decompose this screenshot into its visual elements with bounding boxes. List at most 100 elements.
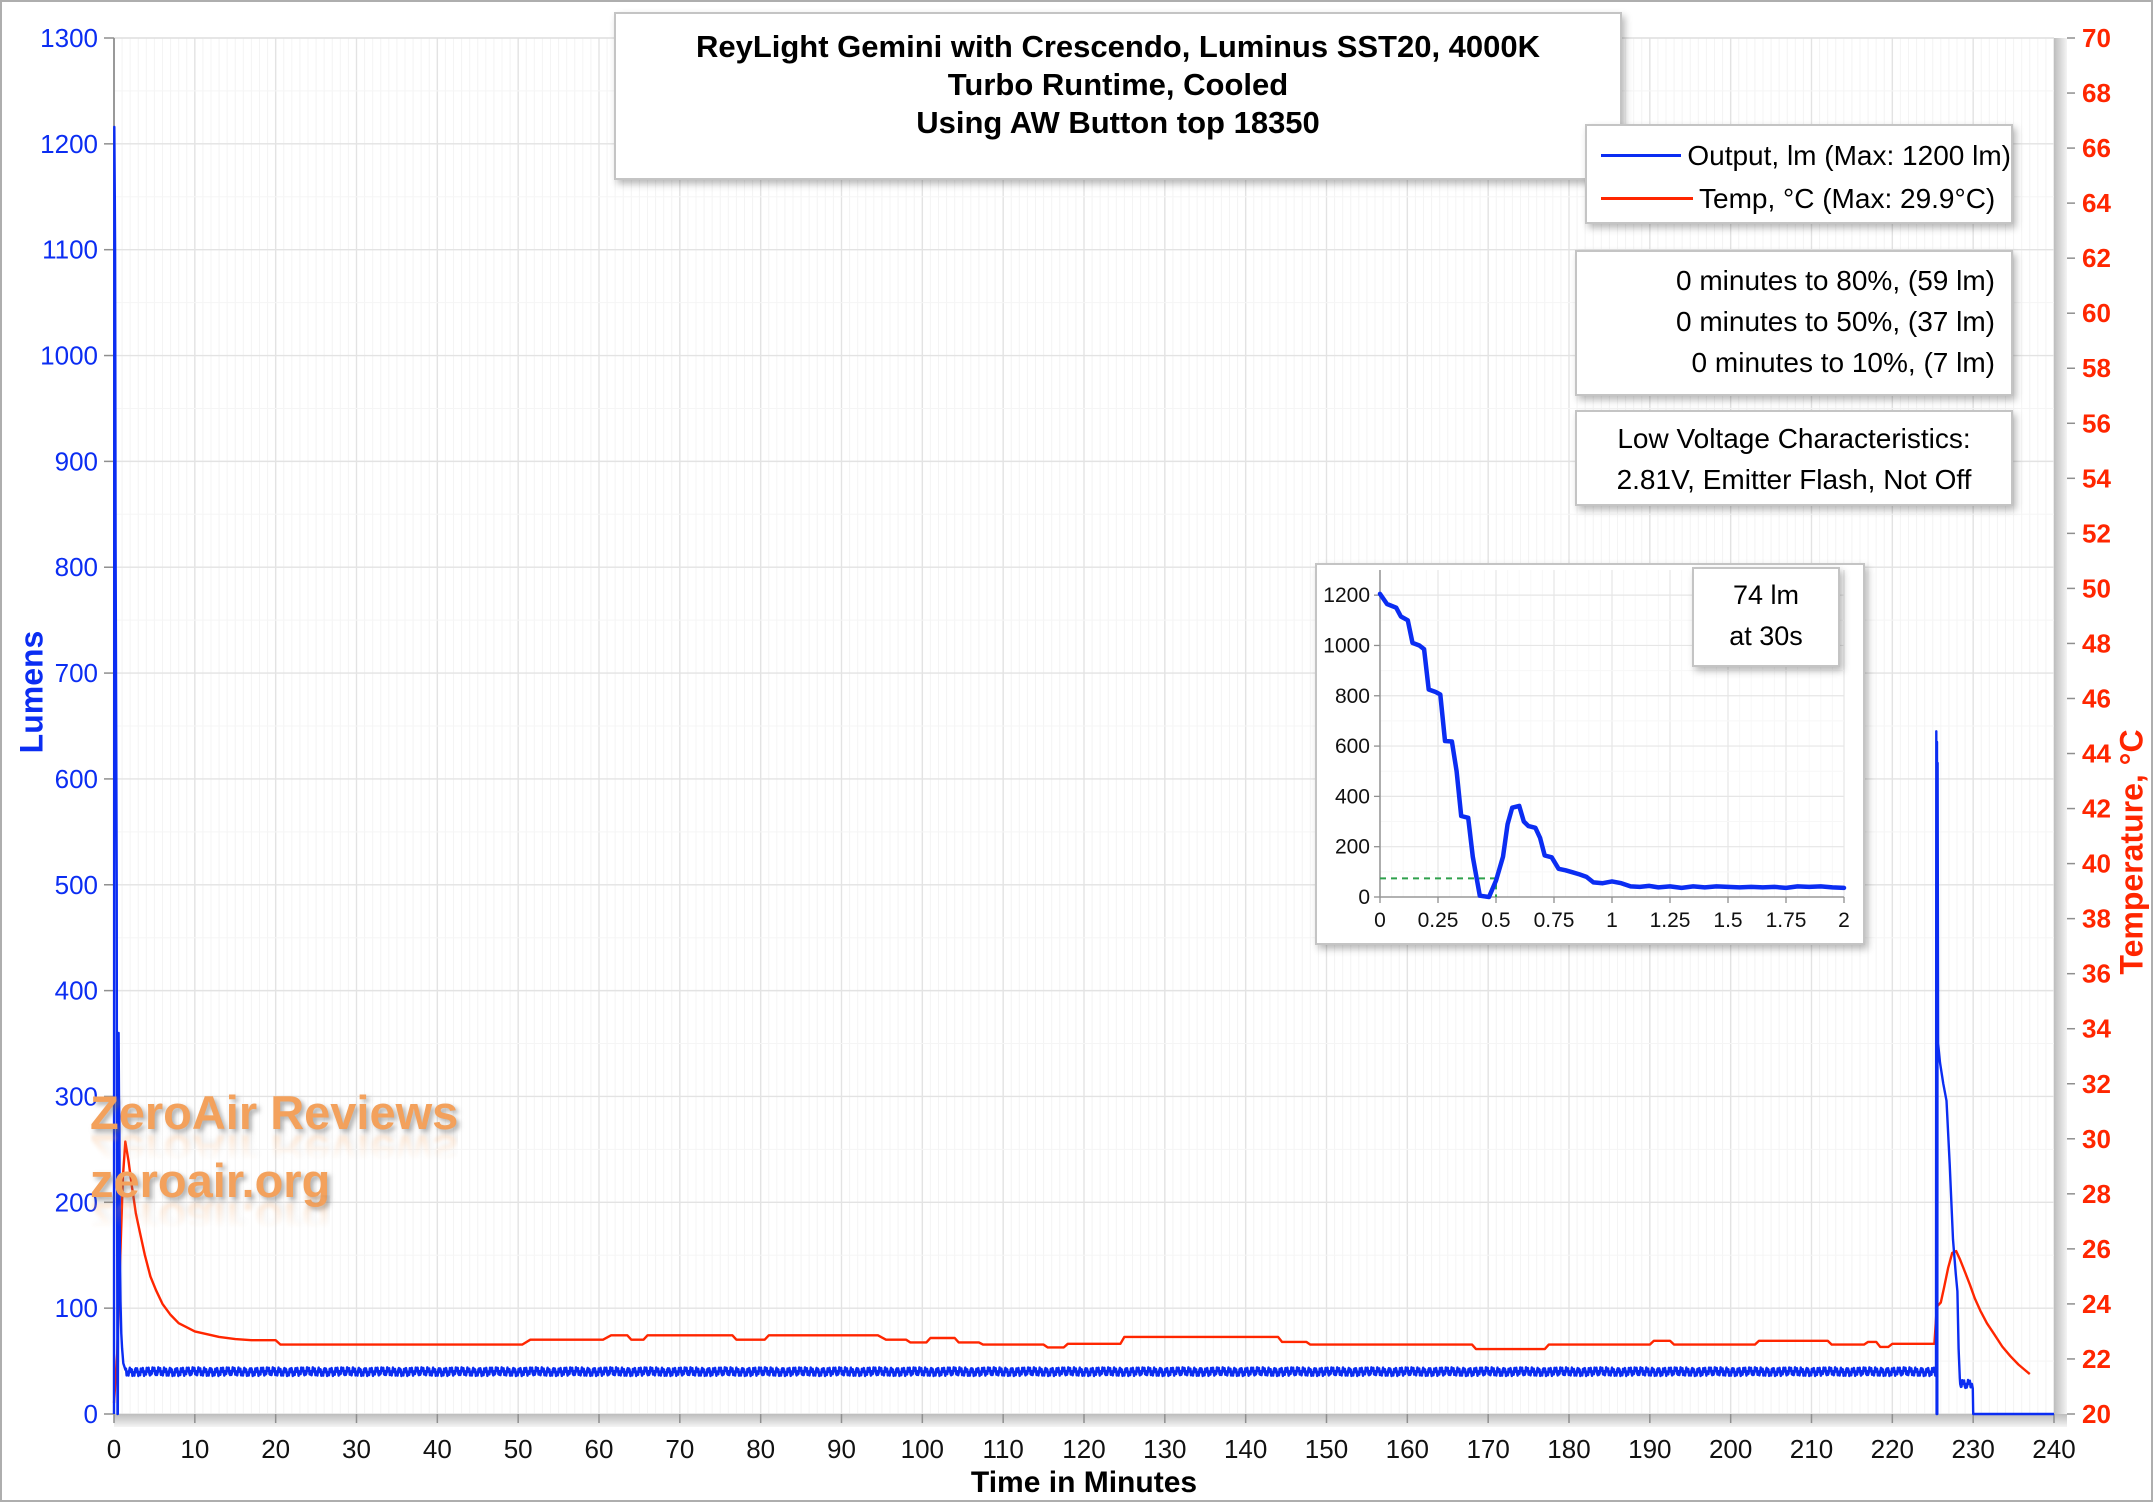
legend-label-output: Output, lm (Max: 1200 lm) <box>1687 139 2011 171</box>
output-line-swatch <box>1601 154 1682 157</box>
legend: Output, lm (Max: 1200 lm) Temp, °C (Max:… <box>1585 124 2013 224</box>
y-right-tick-label: 60 <box>2082 298 2111 328</box>
y-right-tick-label: 64 <box>2082 188 2111 218</box>
y-right-tick-label: 30 <box>2082 1124 2111 1154</box>
annotation-value: 74 lm <box>1732 580 1800 610</box>
temp-series-line <box>112 1140 2031 1404</box>
x-tick-label: 90 <box>827 1434 856 1464</box>
y-right-tick-label: 40 <box>2082 849 2111 879</box>
legend-item-temp: Temp, °C (Max: 29.9°C) <box>1601 177 2011 220</box>
y-right-tick-label: 70 <box>2082 23 2111 53</box>
y-left-tick-label: 500 <box>55 870 98 900</box>
y-left-tick-label: 1000 <box>40 341 98 371</box>
y-right-tick-label: 32 <box>2082 1069 2111 1099</box>
y-left-tick-label: 100 <box>55 1293 98 1323</box>
y-right-tick-label: 48 <box>2082 628 2111 658</box>
x-tick-label: 70 <box>665 1434 694 1464</box>
y-left-tick-label: 1100 <box>42 235 98 265</box>
threshold-80: 0 minutes to 80%, (59 lm) <box>1675 265 1995 296</box>
y-right-tick-label: 28 <box>2082 1179 2111 1209</box>
inset-x-tick-label: 1.25 <box>1650 909 1691 932</box>
chart-title-line-2: Turbo Runtime, Cooled <box>947 67 1289 102</box>
x-tick-label: 100 <box>901 1434 944 1464</box>
y-left-tick-label: 1200 <box>40 129 98 159</box>
x-tick-label: 120 <box>1062 1434 1105 1464</box>
y-left-tick-label: 1300 <box>40 23 98 53</box>
x-tick-label: 60 <box>585 1434 614 1464</box>
inset-x-tick-label: 0 <box>1374 909 1386 932</box>
plot-bottom-edge <box>114 1414 2067 1427</box>
x-tick-label: 110 <box>982 1434 1023 1464</box>
y-right-tick-label: 22 <box>2082 1344 2111 1374</box>
inset-x-tick-label: 1.75 <box>1766 909 1807 932</box>
inset-output-line <box>1377 591 1847 900</box>
inset-y-tick-label: 1200 <box>1323 584 1370 607</box>
legend-label-temp: Temp, °C (Max: 29.9°C) <box>1699 182 1996 214</box>
y-right-tick-label: 34 <box>2082 1014 2111 1044</box>
x-tick-label: 200 <box>1709 1434 1752 1464</box>
x-tick-label: 220 <box>1871 1434 1914 1464</box>
y-right-tick-label: 44 <box>2082 739 2111 769</box>
inset-x-tick-label: 0.5 <box>1481 909 1510 932</box>
annotation-time: at 30s <box>1729 621 1803 651</box>
y-left-tick-label: 800 <box>55 552 98 582</box>
y-right-tick-label: 36 <box>2082 959 2111 989</box>
x-tick-label: 160 <box>1386 1434 1429 1464</box>
x-tick-label: 30 <box>342 1434 371 1464</box>
x-tick-label: 210 <box>1790 1434 1833 1464</box>
x-tick-label: 80 <box>746 1434 775 1464</box>
x-tick-label: 130 <box>1143 1434 1186 1464</box>
y-right-tick-label: 66 <box>2082 133 2111 163</box>
x-tick-label: 0 <box>107 1434 121 1464</box>
x-axis-title: Time in Minutes <box>970 1466 1198 1499</box>
x-tick-label: 10 <box>180 1434 209 1464</box>
inset-x-tick-label: 0.25 <box>1418 909 1459 932</box>
x-tick-label: 40 <box>423 1434 452 1464</box>
inset-x-tick-label: 0.75 <box>1534 909 1575 932</box>
y-right-tick-label: 58 <box>2082 353 2111 383</box>
inset-x-tick-label: 2 <box>1838 909 1850 932</box>
threshold-10: 0 minutes to 10%, (7 lm) <box>1691 347 1995 378</box>
inset-chart-svg: 0 200 400 600 800 1000 1200 0 0.25 0.5 0.75 1 1.25 1.… <box>1323 570 1850 932</box>
x-tick-label: 240 <box>2032 1434 2075 1464</box>
x-tick-label: 150 <box>1305 1434 1348 1464</box>
y-left-tick-label: 400 <box>55 976 98 1006</box>
y-right-tick-label: 52 <box>2082 518 2111 548</box>
x-tick-label: 230 <box>1951 1434 1994 1464</box>
y-axis-title-temperature: Temperature, °C <box>2113 729 2150 975</box>
inset-y-tick-label: 800 <box>1335 685 1370 708</box>
temp-line-swatch <box>1601 197 1693 200</box>
inset-x-tick-label: 1.5 <box>1713 909 1742 932</box>
y-right-tick-label: 26 <box>2082 1234 2111 1264</box>
y-right-tick-label: 24 <box>2082 1289 2111 1319</box>
y-left-tick-label: 0 <box>84 1399 98 1429</box>
y-axis-title-lumens: Lumens <box>13 630 50 754</box>
output-series-line <box>112 125 2054 1416</box>
x-tick-label: 140 <box>1224 1434 1267 1464</box>
y-left-tick-label: 600 <box>55 764 98 794</box>
inset-y-tick-label: 400 <box>1335 785 1370 808</box>
y-right-tick-label: 20 <box>2082 1399 2111 1429</box>
low-voltage-heading: Low Voltage Characteristics: <box>1617 423 1971 454</box>
inset-y-tick-label: 200 <box>1335 836 1370 859</box>
x-tick-label: 180 <box>1547 1434 1590 1464</box>
x-tick-label: 170 <box>1466 1434 1509 1464</box>
low-voltage-box: Low Voltage Characteristics: 2.81V, Emit… <box>1575 410 2013 506</box>
plot-right-edge <box>2054 38 2067 1427</box>
y-left-tick-label: 900 <box>55 446 98 476</box>
inset-y-tick-label: 600 <box>1335 735 1370 758</box>
y-right-tick-label: 42 <box>2082 794 2111 824</box>
y-right-tick-label: 62 <box>2082 243 2111 273</box>
inset-y-tick-label: 1000 <box>1323 634 1370 657</box>
inset-x-tick-label: 1 <box>1606 909 1618 932</box>
chart-title-line-3: Using AW Button top 18350 <box>916 105 1320 140</box>
low-voltage-detail: 2.81V, Emitter Flash, Not Off <box>1616 464 1972 495</box>
inset-annotation-box: 74 lm at 30s <box>1692 567 1840 667</box>
x-tick-label: 20 <box>261 1434 290 1464</box>
y-right-tick-label: 38 <box>2082 904 2111 934</box>
chart-title-box: ReyLight Gemini with Crescendo, Luminus … <box>614 12 1622 180</box>
inset-y-tick-label: 0 <box>1358 886 1370 909</box>
y-left-tick-label: 300 <box>55 1081 98 1111</box>
y-right-tick-label: 54 <box>2082 463 2111 493</box>
x-tick-label: 190 <box>1628 1434 1671 1464</box>
